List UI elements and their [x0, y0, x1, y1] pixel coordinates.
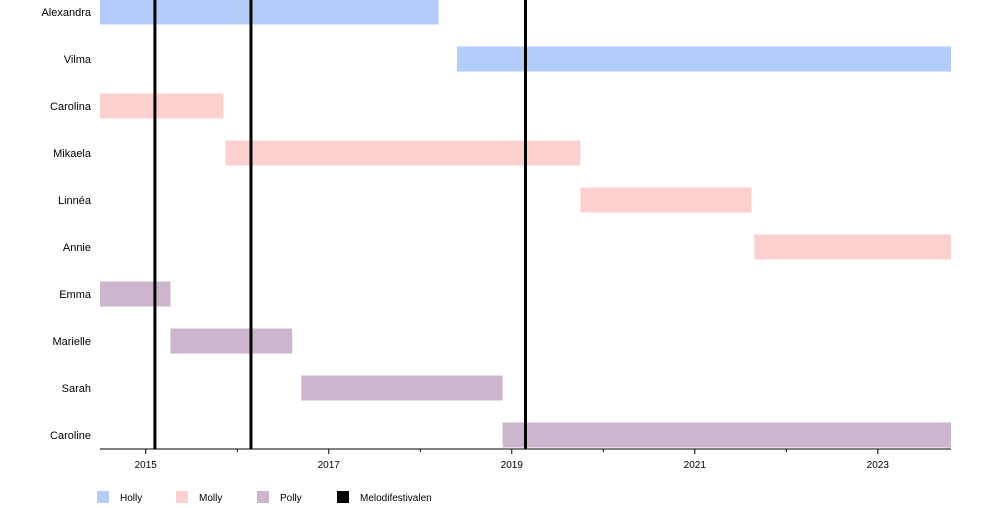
bar-mikaela: [225, 140, 581, 166]
x-axis: 2015 2017 2019 2021 2023: [100, 448, 951, 471]
legend-label-polly: Polly: [280, 493, 302, 504]
member-label: Marielle: [52, 336, 91, 348]
member-label: Vilma: [64, 54, 92, 66]
legend: Holly Molly Polly Melodifestivalen: [97, 491, 432, 504]
member-label: Annie: [63, 242, 91, 254]
bar-carolina: [100, 93, 224, 119]
legend-swatch-melodifestivalen: [337, 491, 349, 503]
events-layer: [153, 0, 527, 449]
bar-alexandra: [100, 0, 439, 25]
legend-label-holly: Holly: [120, 493, 142, 504]
member-labels: Alexandra Vilma Carolina Mikaela Linnéa Annie…: [41, 7, 91, 442]
bar-linn-a: [580, 187, 752, 213]
bar-sarah: [301, 375, 503, 401]
member-label: Caroline: [50, 430, 91, 442]
x-tick-label: 2019: [501, 460, 524, 471]
legend-label-melodifestivalen: Melodifestivalen: [360, 493, 432, 504]
bar-caroline: [502, 422, 951, 448]
x-tick-label: 2015: [135, 460, 158, 471]
bar-marielle: [170, 328, 293, 354]
bar-emma: [100, 281, 171, 307]
bar-annie: [754, 234, 951, 260]
member-label: Sarah: [62, 383, 91, 395]
member-label: Emma: [59, 289, 92, 301]
bar-vilma: [456, 46, 951, 72]
member-label: Mikaela: [53, 148, 92, 160]
member-label: Linnéa: [58, 195, 92, 207]
member-label: Carolina: [50, 101, 92, 113]
legend-swatch-holly: [97, 491, 109, 503]
member-label: Alexandra: [41, 7, 91, 19]
legend-label-molly: Molly: [199, 493, 222, 504]
legend-swatch-molly: [176, 491, 188, 503]
bars-layer: [100, 0, 951, 448]
x-tick-label: 2017: [318, 460, 341, 471]
legend-swatch-polly: [257, 491, 269, 503]
x-tick-label: 2021: [684, 460, 707, 471]
x-tick-label: 2023: [867, 460, 890, 471]
